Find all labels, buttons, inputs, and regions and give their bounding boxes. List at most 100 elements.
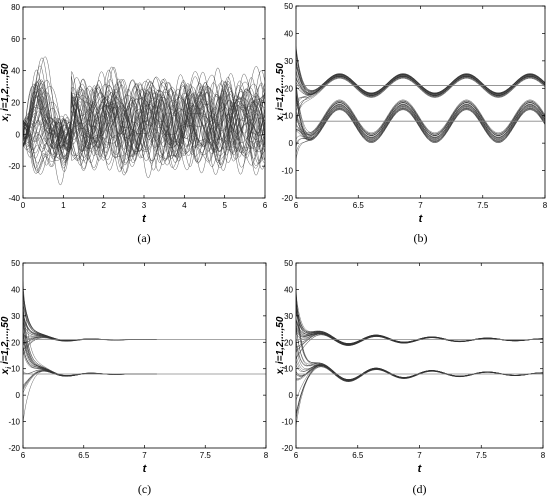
- y-tick-label: 20: [284, 84, 293, 93]
- series-line-3: [23, 296, 157, 341]
- chart-d: 6 6.5 7 7.5 8 -20 -10 0 10 20 30 40 50 t xi i=1,2,...,…: [275, 259, 546, 496]
- y-tick-label: -10: [281, 418, 293, 427]
- y-tick-label: 0: [289, 139, 294, 148]
- y-tick-label: 20: [11, 99, 20, 108]
- series-line-49: [23, 81, 265, 150]
- series-line-9: [23, 292, 157, 341]
- series-line-23: [296, 47, 545, 96]
- y-tick-label: 30: [11, 312, 20, 321]
- x-tick-label: 2: [101, 201, 106, 210]
- series-line-5: [296, 332, 543, 353]
- x-axis-label: t: [143, 463, 148, 475]
- x-axis-label: t: [419, 213, 424, 225]
- series-line-24: [296, 325, 543, 345]
- series-line-23: [23, 294, 157, 341]
- x-tick-label: 7.5: [476, 451, 488, 460]
- x-tick-label: 8: [264, 451, 269, 460]
- panel-caption: (b): [414, 231, 428, 245]
- y-tick-label: -20: [281, 444, 293, 453]
- series-line-120: [23, 312, 157, 377]
- series-line-122: [296, 95, 545, 138]
- x-tick-label: 7: [142, 451, 147, 460]
- series-line-20: [296, 77, 545, 112]
- panel-d: 6 6.5 7 7.5 8 -20 -10 0 10 20 30 40 50 t xi i=1,2,...,…: [275, 250, 550, 500]
- series-line-22: [296, 46, 545, 94]
- y-tick-label: -20: [281, 194, 293, 203]
- series-line-112: [296, 364, 543, 401]
- series-line-39: [23, 85, 265, 154]
- panel-caption: (a): [137, 231, 150, 245]
- panel-caption: (d): [413, 482, 427, 496]
- series-line-114: [296, 82, 545, 139]
- series-line-8: [296, 327, 543, 346]
- x-tick-label: 6.5: [353, 201, 365, 210]
- series-line-124: [296, 99, 545, 134]
- y-tick-label: 10: [284, 365, 293, 374]
- series-line-21: [296, 76, 545, 96]
- series-line-115: [296, 290, 543, 382]
- y-tick-label: 20: [11, 338, 20, 347]
- series-line-118: [23, 346, 157, 377]
- x-axis-label: t: [418, 463, 423, 475]
- y-tick-label: 60: [11, 35, 20, 44]
- y-tick-label: 30: [284, 312, 293, 321]
- x-tick-label: 7.5: [477, 201, 489, 210]
- panel-c: 6 6.5 7 7.5 8 -20 -10 0 10 20 30 40 50 t xi i=1,2,...,…: [0, 250, 275, 500]
- x-tick-label: 5: [222, 201, 227, 210]
- x-tick-label: 6.5: [352, 451, 364, 460]
- y-tick-label: -20: [8, 162, 20, 171]
- series-line-116: [296, 100, 545, 134]
- y-tick-label: 50: [11, 259, 20, 268]
- panel-b: 6 6.5 7 7.5 8 -20 -10 0 10 20 30 40 50 t xi i=1,2,...,…: [275, 0, 550, 250]
- series-line-107: [23, 370, 157, 394]
- series-line-48: [23, 89, 265, 163]
- x-tick-label: 6: [263, 201, 268, 210]
- y-tick-label: 40: [11, 285, 20, 294]
- y-tick-label: -10: [8, 418, 20, 427]
- y-tick-label: 50: [284, 259, 293, 268]
- series-line-13: [23, 290, 157, 341]
- series-line-113: [296, 359, 543, 381]
- x-tick-label: 8: [543, 201, 548, 210]
- series-line-14: [296, 323, 543, 345]
- series-line-103: [296, 89, 545, 143]
- y-axis-label: xi i=1,2,...,50: [275, 63, 288, 122]
- series-line-18: [23, 291, 157, 341]
- series-group: [296, 287, 543, 428]
- series-line-105: [296, 303, 543, 381]
- series-group: [23, 281, 157, 423]
- series-line-116: [296, 346, 543, 382]
- x-tick-label: 0: [21, 201, 26, 210]
- series-line-109: [23, 370, 157, 423]
- panel-a: 0 1 2 3 4 5 6 -40 -20 0 20 40 60 80 t xi i=1,2,...,50 (a…: [0, 0, 275, 250]
- x-tick-label: 7: [418, 201, 423, 210]
- axes-frame: [295, 262, 544, 449]
- x-tick-label: 8: [541, 451, 546, 460]
- y-tick-label: -20: [8, 444, 20, 453]
- series-line-12: [296, 76, 545, 101]
- y-tick-label: 0: [16, 130, 21, 139]
- y-tick-label: 40: [284, 29, 293, 38]
- series-line-19: [23, 303, 157, 341]
- x-axis-label: t: [142, 213, 147, 225]
- series-line-36: [23, 80, 265, 173]
- series-line-11: [296, 319, 543, 345]
- series-group: [296, 46, 545, 160]
- series-line-2: [23, 76, 265, 169]
- series-line-117: [296, 101, 545, 135]
- series-line-123: [23, 305, 157, 376]
- series-line-43: [23, 70, 265, 152]
- y-axis-label: xi i=1,2,...,50: [0, 63, 13, 122]
- series-line-117: [296, 287, 543, 381]
- series-line-38: [23, 86, 265, 186]
- x-tick-label: 6: [294, 451, 299, 460]
- y-tick-label: 0: [289, 391, 294, 400]
- y-tick-label: 10: [284, 112, 293, 121]
- series-line-118: [296, 105, 545, 154]
- chart-b: 6 6.5 7 7.5 8 -20 -10 0 10 20 30 40 50 t xi i=1,2,...,…: [275, 2, 548, 245]
- x-tick-label: 1: [61, 201, 66, 210]
- x-tick-label: 6: [294, 201, 299, 210]
- axes-frame: [22, 262, 267, 449]
- y-tick-label: -10: [281, 167, 293, 176]
- series-line-116: [23, 345, 157, 377]
